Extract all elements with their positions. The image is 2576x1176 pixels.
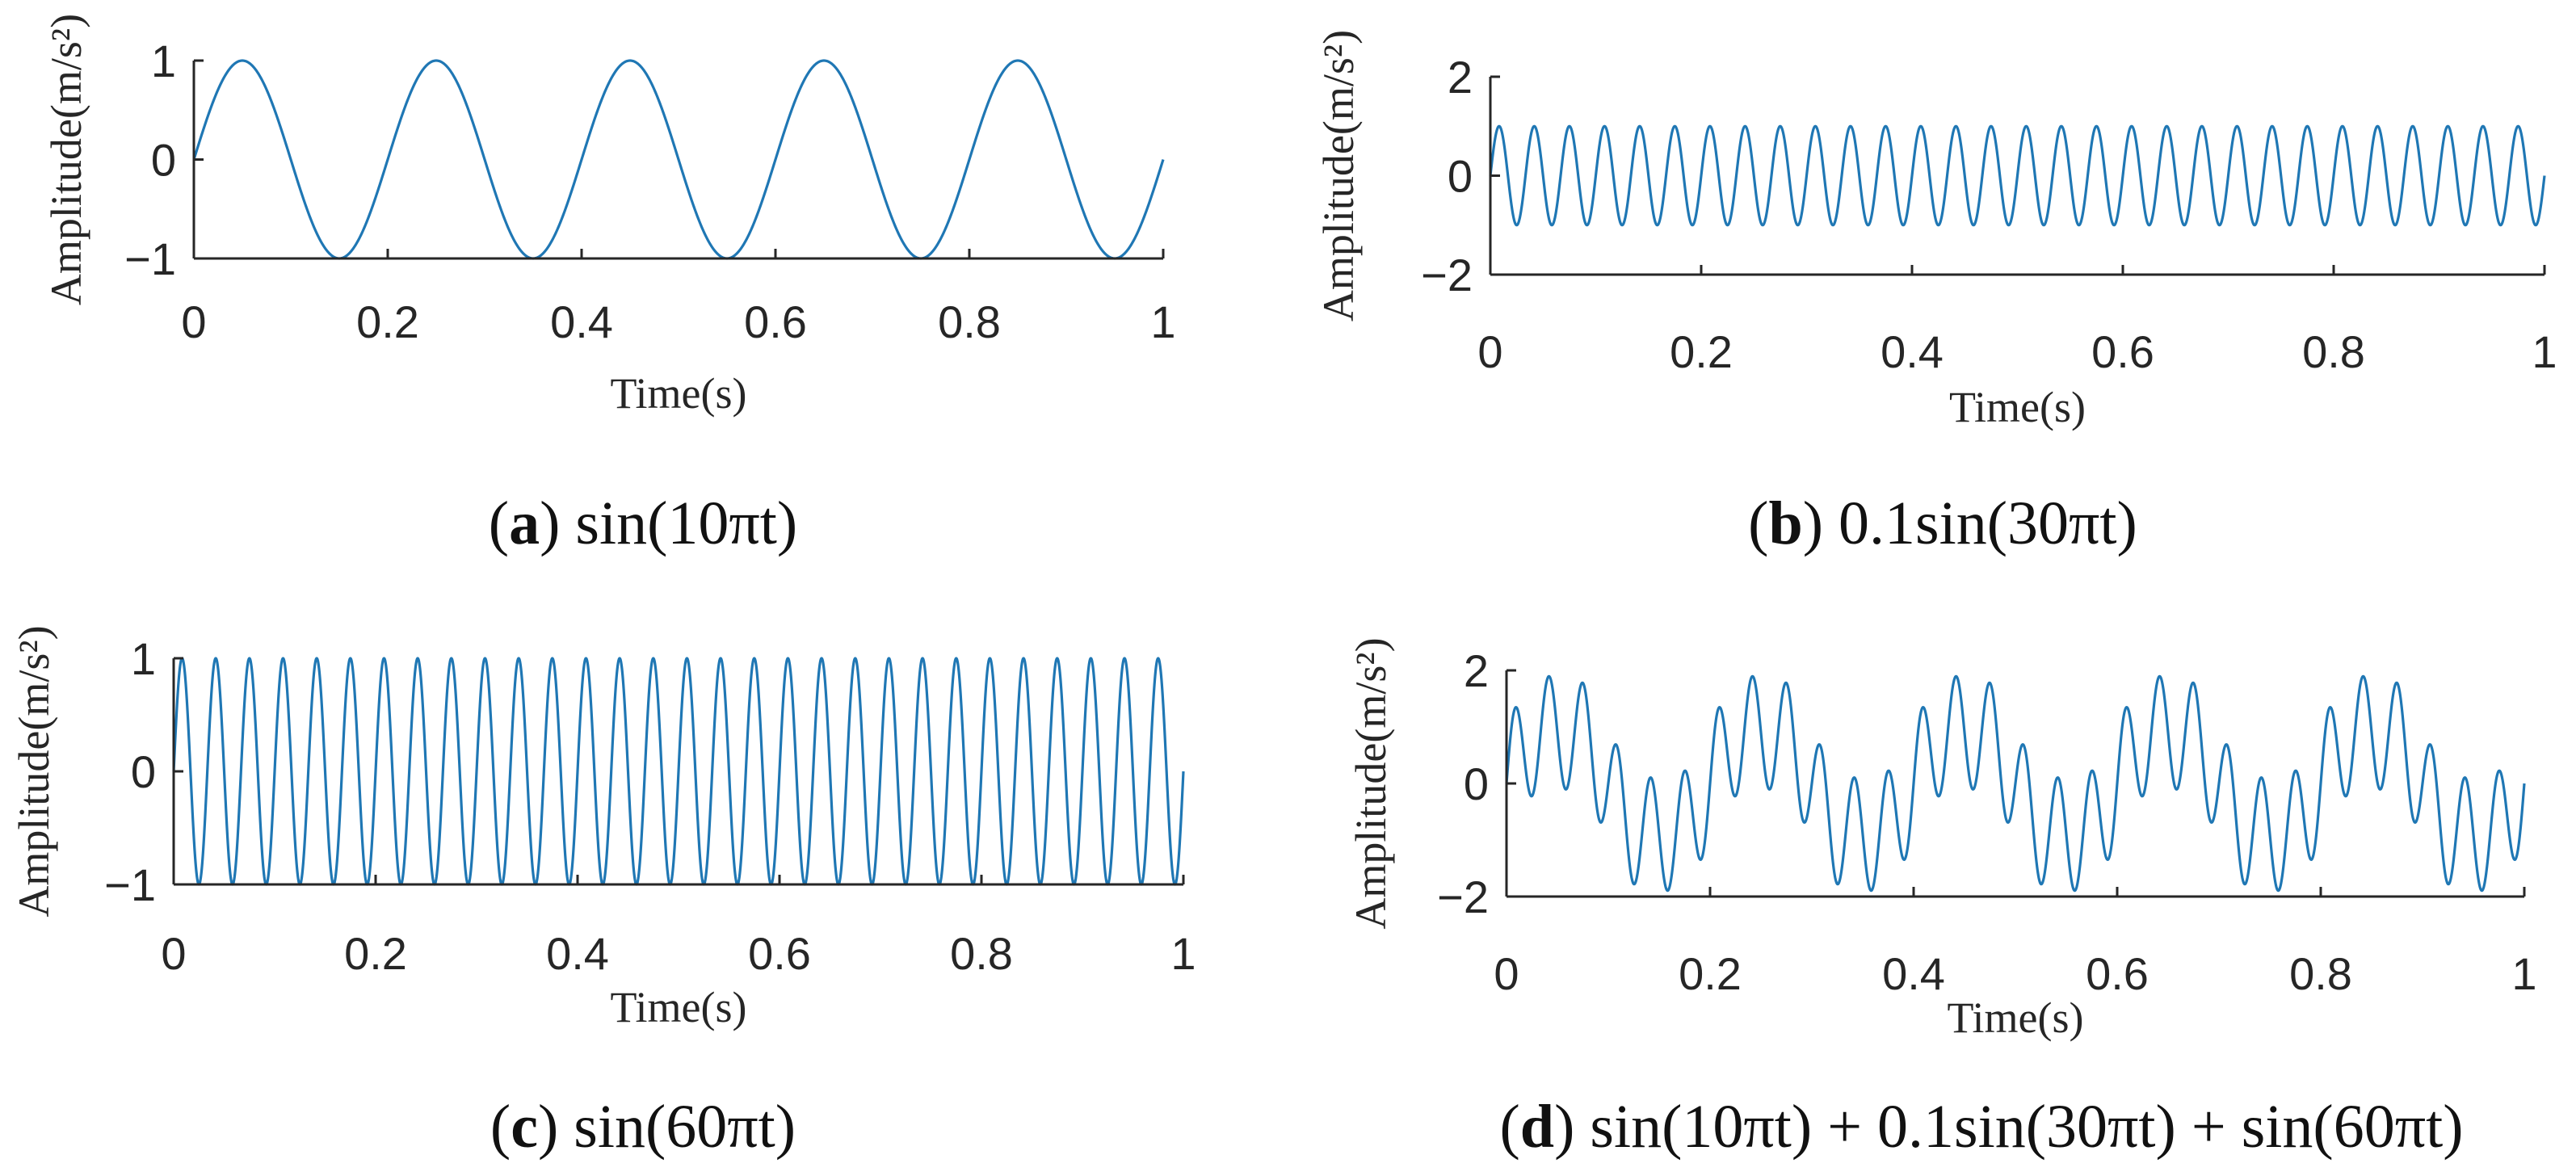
x-tick-label-a: 0.8 [938, 296, 1001, 347]
x-axis-label-b: Time(s) [1949, 383, 2086, 431]
y-axis-label-a: Amplitude(m/s²) [42, 14, 90, 305]
caption-a: (a) sin(10πt) [488, 489, 798, 557]
y-tick-label-d: 2 [1464, 645, 1489, 696]
y-tick-label-c: 0 [131, 746, 156, 797]
series-line-a [192, 59, 1165, 260]
x-tick-label-d: 0.2 [1679, 948, 1742, 999]
x-tick-label-b: 0.8 [2302, 326, 2365, 377]
x-tick-label-b: 0.4 [1881, 326, 1944, 377]
y-tick-label-a: 1 [151, 36, 176, 86]
y-tick-label-c: −1 [104, 859, 156, 910]
y-tick-label-b: 2 [1448, 52, 1473, 103]
x-tick-label-c: 1 [1170, 928, 1196, 979]
y-tick-label-b: 0 [1448, 151, 1473, 202]
x-axis-label-c: Time(s) [610, 983, 746, 1031]
x-tick-label-a: 0.4 [550, 296, 613, 347]
x-tick-label-b: 0.2 [1670, 326, 1733, 377]
x-tick-label-b: 1 [2532, 326, 2557, 377]
x-tick-label-d: 0.6 [2086, 948, 2149, 999]
x-tick-label-a: 1 [1150, 296, 1175, 347]
y-tick-label-c: 1 [131, 633, 156, 684]
x-tick-label-b: 0 [1477, 326, 1502, 377]
x-tick-label-d: 0 [1494, 948, 1519, 999]
x-tick-label-c: 0 [161, 928, 186, 979]
x-tick-label-c: 0.4 [546, 928, 609, 979]
y-tick-label-a: −1 [124, 233, 176, 284]
caption-d: (d) sin(10πt) + 0.1sin(30πt) + sin(60πt) [1499, 1093, 2464, 1161]
y-axis-label-d: Amplitude(m/s²) [1347, 637, 1395, 929]
x-axis-label-a: Time(s) [610, 369, 746, 418]
series-line-c [172, 657, 1185, 886]
y-tick-label-d: 0 [1464, 758, 1489, 809]
x-tick-label-d: 0.8 [2289, 948, 2352, 999]
series-line-b [1489, 124, 2546, 227]
x-tick-label-d: 0.4 [1882, 948, 1945, 999]
x-tick-label-a: 0.2 [356, 296, 419, 347]
y-axis-label-b: Amplitude(m/s²) [1314, 30, 1363, 321]
x-tick-label-b: 0.6 [2091, 326, 2154, 377]
y-axis-label-c: Amplitude(m/s²) [10, 625, 58, 917]
x-tick-label-c: 0.8 [950, 928, 1013, 979]
y-tick-label-b: −2 [1421, 250, 1473, 300]
x-tick-label-d: 1 [2511, 948, 2536, 999]
caption-b: (b) 0.1sin(30πt) [1748, 489, 2137, 557]
y-tick-label-a: 0 [151, 135, 176, 186]
x-axis-label-d: Time(s) [1947, 993, 2083, 1042]
x-tick-label-a: 0.6 [744, 296, 807, 347]
x-tick-label-c: 0.2 [344, 928, 407, 979]
series-line-d [1505, 674, 2526, 892]
x-tick-label-c: 0.6 [748, 928, 811, 979]
y-tick-label-d: −2 [1437, 872, 1489, 922]
x-tick-label-a: 0 [181, 296, 206, 347]
caption-c: (c) sin(60πt) [490, 1093, 796, 1161]
